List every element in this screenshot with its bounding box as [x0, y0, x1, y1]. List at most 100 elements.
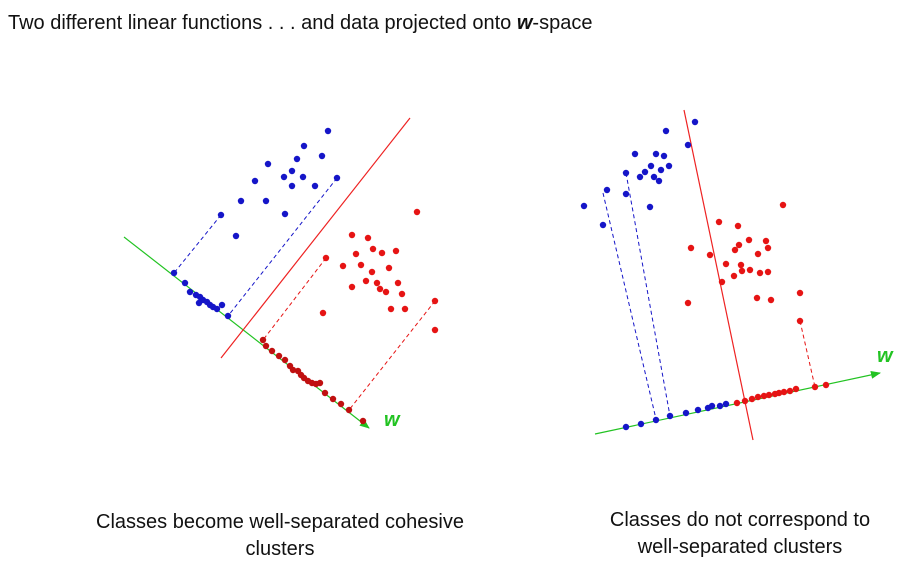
right-blue-point	[641, 168, 649, 176]
left-red-point	[392, 247, 400, 255]
right-blue-point	[622, 169, 630, 177]
left-proj-red-point	[262, 342, 270, 350]
right-blue-point	[665, 162, 673, 170]
left-blue-point	[333, 174, 341, 182]
right-caption: Classes do not correspond to well-separa…	[545, 507, 918, 561]
left-red-point	[362, 277, 370, 285]
right-red-point	[737, 261, 745, 269]
right-panel: w	[580, 109, 894, 441]
left-projected-class-b	[259, 336, 367, 425]
left-proj-blue-point	[213, 305, 221, 313]
right-red-point	[715, 218, 723, 226]
right-proj-red-point	[822, 381, 830, 389]
right-projected-class-b	[733, 381, 830, 407]
left-panel: w	[123, 117, 439, 431]
right-red-point	[706, 251, 714, 259]
left-blue-point	[237, 197, 245, 205]
right-red-point	[764, 244, 772, 252]
right-caption-line1: Classes do not correspond to	[609, 509, 871, 531]
right-proj-blue-point	[637, 420, 645, 428]
left-blue-point	[288, 167, 296, 175]
left-proj-red-point	[259, 336, 267, 344]
right-red-point	[756, 269, 764, 277]
left-proj-red-point	[321, 389, 329, 397]
right-blue-point	[655, 177, 663, 185]
left-red-point	[401, 305, 409, 313]
right-red-point	[718, 278, 726, 286]
right-proj-red-point	[780, 388, 788, 396]
left-red-point	[376, 285, 384, 293]
left-red-point	[369, 245, 377, 253]
slide-title: Two different linear functions . . . and…	[8, 12, 592, 35]
left-proj-blue-point	[181, 279, 189, 287]
right-proj-red-point	[754, 393, 762, 401]
left-red-point	[319, 309, 327, 317]
right-red-point	[684, 299, 692, 307]
right-blue-point	[684, 141, 692, 149]
right-red-point	[687, 244, 695, 252]
left-blue-point	[262, 197, 270, 205]
right-blue-point	[646, 203, 654, 211]
right-blue-point	[691, 118, 699, 126]
left-blue-point	[324, 127, 332, 135]
right-red-point	[731, 246, 739, 254]
left-w-axis	[123, 236, 370, 429]
left-red-point	[322, 254, 330, 262]
left-blue-point	[281, 210, 289, 218]
left-blue-point	[251, 177, 259, 185]
right-proj-blue-point	[652, 416, 660, 424]
right-w-label: w	[877, 345, 894, 367]
right-class-a-points	[580, 118, 699, 229]
left-red-point	[382, 288, 390, 296]
right-blue-point	[652, 150, 660, 158]
left-red-point	[431, 297, 439, 305]
right-blue-point	[636, 173, 644, 181]
right-blue-point	[599, 221, 607, 229]
right-blue-point	[660, 152, 668, 160]
right-red-point	[722, 260, 730, 268]
right-proj-red-point	[792, 385, 800, 393]
left-proj-red-point	[345, 406, 353, 414]
left-caption-line2: clusters	[245, 538, 315, 560]
right-caption-line2: well-separated clusters	[637, 536, 843, 558]
right-proj-red-point	[760, 392, 768, 400]
right-proj-red-point	[765, 391, 773, 399]
right-red-point	[735, 241, 743, 249]
right-proj-red-point	[811, 383, 819, 391]
left-proj-red-point	[329, 395, 337, 403]
left-blue-point	[217, 211, 225, 219]
right-proj-red-point	[733, 399, 741, 407]
left-projection-lines	[173, 177, 436, 411]
left-proj-blue-point	[224, 312, 232, 320]
left-blue-point	[318, 152, 326, 160]
left-red-point	[394, 279, 402, 287]
right-decision-boundary	[683, 109, 754, 441]
left-red-point	[368, 268, 376, 276]
right-red-point	[779, 201, 787, 209]
left-blue-point	[280, 173, 288, 181]
right-red-point	[796, 289, 804, 297]
left-red-point	[348, 283, 356, 291]
title-suffix: -space	[532, 12, 593, 34]
right-proj-blue-point	[716, 402, 724, 410]
title-w-symbol: w	[516, 12, 533, 34]
left-red-point	[413, 208, 421, 216]
right-blue-point	[647, 162, 655, 170]
right-blue-point	[622, 190, 630, 198]
right-projection-lines	[602, 172, 816, 420]
left-red-point	[339, 262, 347, 270]
left-class-a-points	[217, 127, 341, 240]
title-prefix: Two different linear functions . . . and…	[8, 12, 517, 34]
right-proj-blue-point	[722, 400, 730, 408]
left-decision-boundary	[220, 117, 411, 359]
right-red-point	[730, 272, 738, 280]
left-blue-point	[300, 142, 308, 150]
right-proj-red-point	[786, 387, 794, 395]
right-blue-point	[631, 150, 639, 158]
left-class-b-points	[319, 208, 439, 334]
right-red-point	[745, 236, 753, 244]
left-red-point	[387, 305, 395, 313]
left-proj-red-point	[281, 356, 289, 364]
right-blue-point	[603, 186, 611, 194]
right-blue-point	[650, 173, 658, 181]
